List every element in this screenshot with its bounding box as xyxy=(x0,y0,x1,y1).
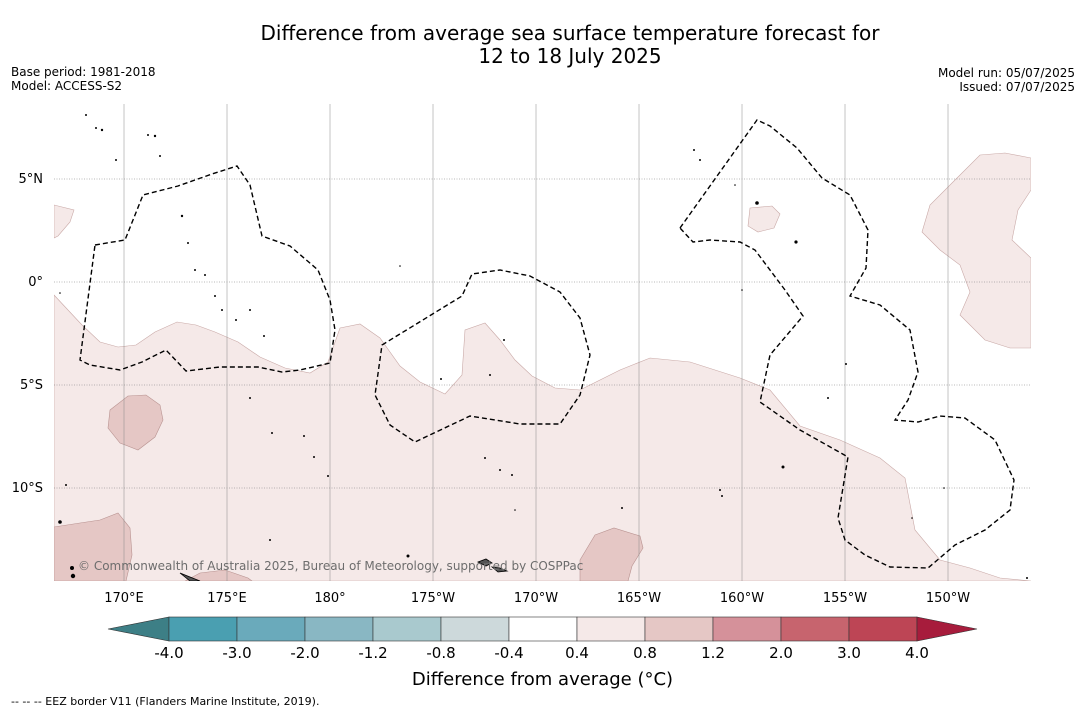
colorbar-extend-high xyxy=(916,616,978,642)
colorbar-segment-1 xyxy=(168,616,238,642)
colorbar-tick-label: -4.0 xyxy=(154,644,183,662)
colorbar-segment-8 xyxy=(644,616,714,642)
colorbar-segment-11 xyxy=(848,616,918,642)
colorbar-tick-label: 0.4 xyxy=(565,644,589,662)
copyright-credit: © Commonwealth of Australia 2025, Bureau… xyxy=(78,559,583,573)
base-period: Base period: 1981-2018 xyxy=(11,65,156,79)
colorbar-tick-label: 2.0 xyxy=(769,644,793,662)
latitude-labels: 5°N 0° 5°S 10°S xyxy=(12,172,43,496)
lon-label-175e: 175°E xyxy=(207,591,247,606)
colorbar-tick-label: -0.4 xyxy=(494,644,523,662)
colorbar-title: Difference from average (°C) xyxy=(411,669,674,690)
lon-label-165w: 165°W xyxy=(617,591,661,606)
anomaly-region-mid-2 xyxy=(54,512,133,581)
anomaly-region-mid-1 xyxy=(107,394,164,451)
colorbar-extend-low xyxy=(107,616,170,642)
map-area: © Commonwealth of Australia 2025, Bureau… xyxy=(54,104,1031,581)
model-run: Model run: 05/07/2025 xyxy=(937,66,1075,80)
longitude-labels: 170°E 175°E 180° 175°W 170°W 165°W 160°W… xyxy=(104,591,970,606)
anomaly-region-mid-3 xyxy=(579,527,644,581)
colorbar-segment-3 xyxy=(304,616,374,642)
lat-label-10s: 10°S xyxy=(12,481,43,496)
eez-kiribati-phoenix xyxy=(679,119,1015,569)
colorbar-tick-label: 0.8 xyxy=(633,644,657,662)
colorbar-segment-5 xyxy=(440,616,510,642)
colorbar-segment-6 xyxy=(508,616,578,642)
lon-label-170e: 170°E xyxy=(104,591,144,606)
colorbar-tick-label: 4.0 xyxy=(905,644,929,662)
lon-label-155w: 155°W xyxy=(823,591,867,606)
colorbar-segment-4 xyxy=(372,616,442,642)
grid-lines-meridians xyxy=(123,104,949,581)
colorbar-tick-labels: -4.0 -3.0 -2.0 -1.2 -0.8 -0.4 0.4 0.8 1.… xyxy=(154,644,929,662)
lon-label-175w: 175°W xyxy=(411,591,455,606)
anomaly-region-nw xyxy=(54,204,75,239)
colorbar-segment-10 xyxy=(780,616,850,642)
chart-title: Difference from average sea surface temp… xyxy=(170,22,970,68)
model-name: Model: ACCESS-S2 xyxy=(11,79,123,93)
colorbar-segment-9 xyxy=(712,616,782,642)
lon-label-160w: 160°W xyxy=(720,591,764,606)
colorbar-tick-label: -2.0 xyxy=(290,644,319,662)
colorbar xyxy=(107,616,978,642)
colorbar-tick-label: -3.0 xyxy=(222,644,251,662)
island-shapes xyxy=(179,558,509,581)
lon-label-170w: 170°W xyxy=(514,591,558,606)
eez-borders xyxy=(79,119,1015,569)
island-dots xyxy=(58,114,1028,579)
colorbar-tick-label: -1.2 xyxy=(358,644,387,662)
lat-label-5n: 5°N xyxy=(19,172,44,187)
eez-footnote: -- -- -- EEZ border V11 (Flanders Marine… xyxy=(11,695,320,708)
anomaly-region-light xyxy=(54,294,1031,581)
anomaly-region-east xyxy=(921,152,1031,349)
lon-label-180: 180° xyxy=(314,591,345,606)
colorbar-tick-label: 1.2 xyxy=(701,644,725,662)
model-info: Base period: 1981-2018 Model: ACCESS-S2 xyxy=(11,65,156,93)
lat-label-0: 0° xyxy=(28,275,43,290)
eez-kiribati-gilbert xyxy=(79,165,336,373)
title-line-1: Difference from average sea surface temp… xyxy=(260,21,880,45)
anomaly-region-island xyxy=(747,205,781,233)
colorbar-tick-label: -0.8 xyxy=(426,644,455,662)
eez-tuvalu xyxy=(374,269,591,443)
colorbar-tick-label: 3.0 xyxy=(837,644,861,662)
colorbar-segment-2 xyxy=(236,616,306,642)
lon-label-150w: 150°W xyxy=(926,591,970,606)
run-info: Model run: 05/07/2025 Issued: 07/07/2025 xyxy=(938,66,1075,94)
lat-label-5s: 5°S xyxy=(20,378,43,393)
issued-date: Issued: 07/07/2025 xyxy=(959,80,1075,94)
title-line-2: 12 to 18 July 2025 xyxy=(478,44,662,68)
colorbar-segment-7 xyxy=(576,616,646,642)
anomaly-region-mid-4 xyxy=(184,569,253,581)
grid-lines xyxy=(54,178,1031,489)
